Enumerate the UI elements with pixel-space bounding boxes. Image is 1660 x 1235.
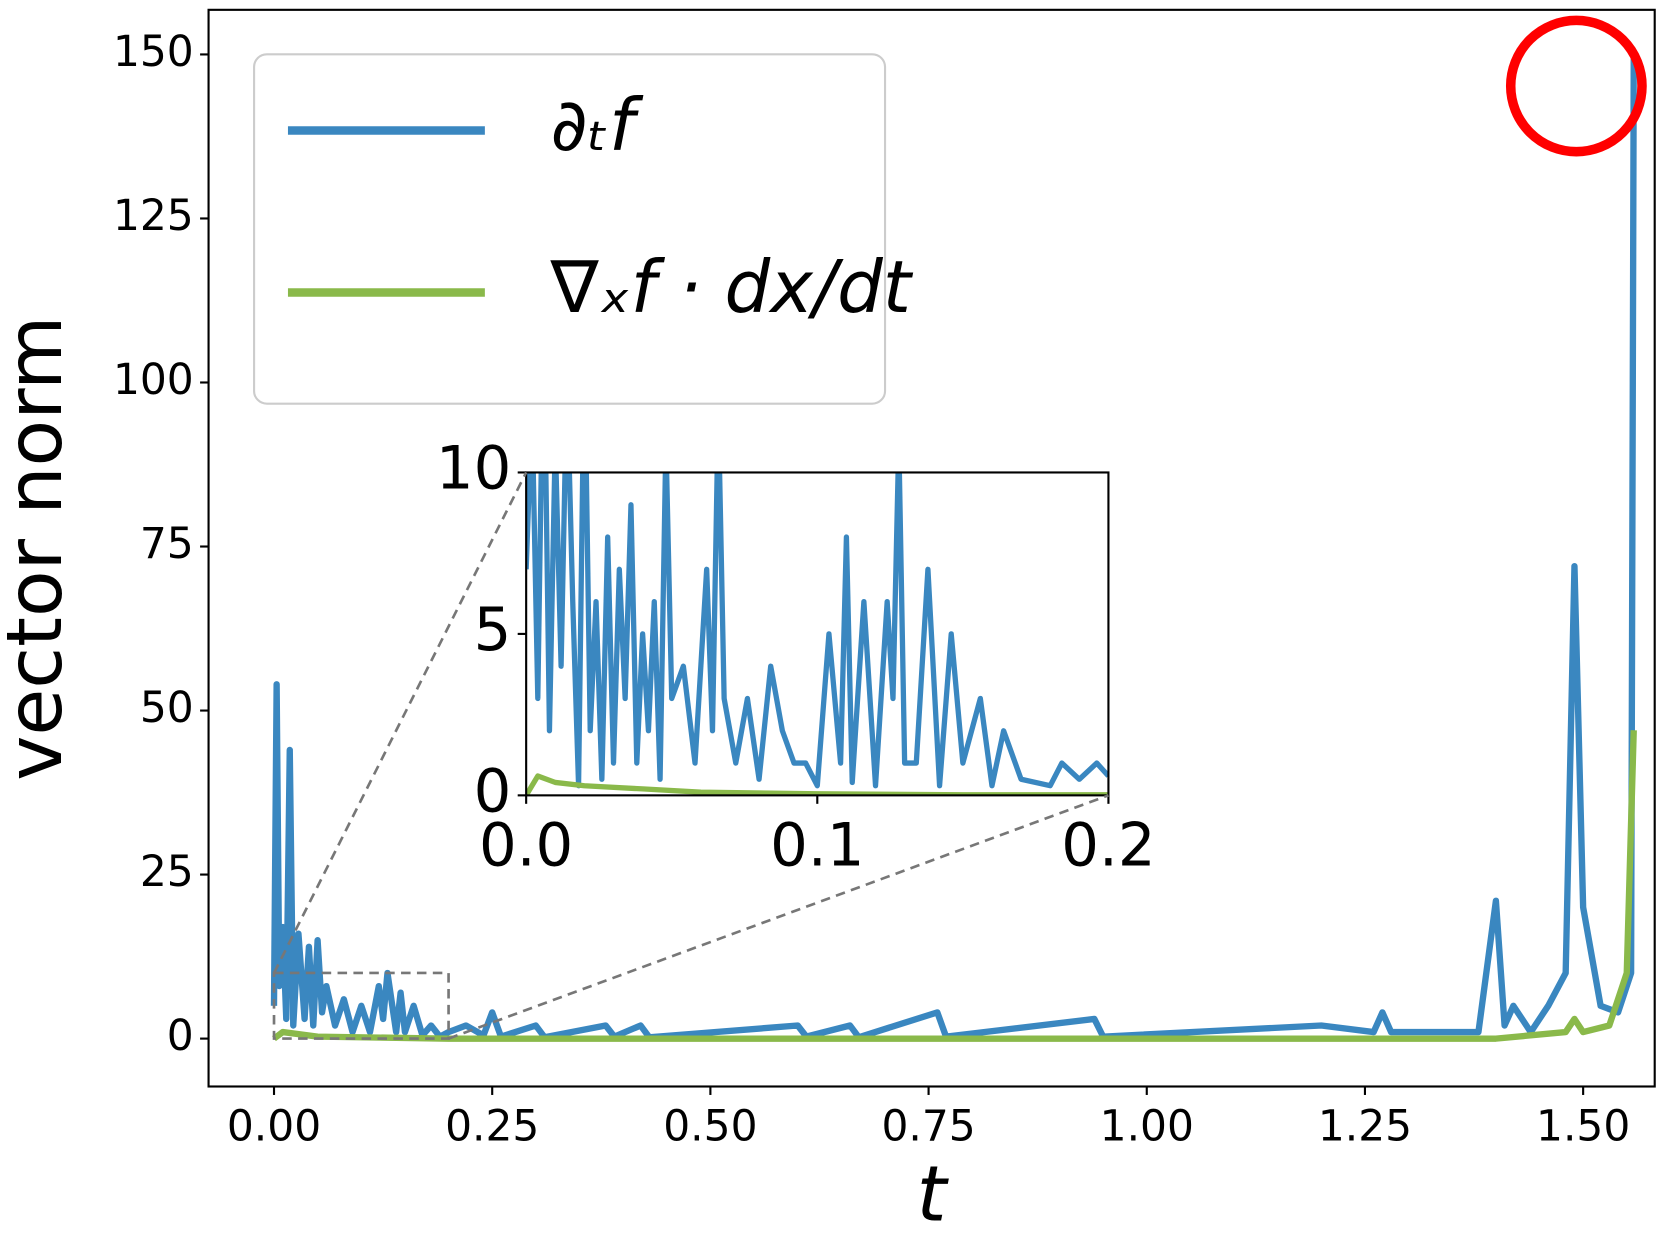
- legend: ∂ₜf ∇ₓf · dx/dt: [253, 53, 914, 405]
- x-tick-label: 0.2: [1061, 811, 1155, 880]
- legend-label: ∇ₓf · dx/dt: [550, 245, 914, 329]
- zoom-connector: [272, 471, 528, 974]
- zoom-connector: [448, 794, 1109, 1040]
- series-line: [270, 54, 1637, 1041]
- y-tick-label: 75: [140, 519, 194, 568]
- x-tick-label: 0.00: [227, 1101, 321, 1150]
- y-tick-label: 25: [140, 847, 194, 896]
- x-tick-label: 0.50: [663, 1101, 757, 1150]
- y-tick-label: 0: [474, 756, 512, 825]
- x-tick-label: 1.25: [1318, 1101, 1412, 1150]
- x-tick-label: 1.50: [1536, 1101, 1630, 1150]
- plot-area: [270, 54, 1637, 1042]
- series-line: [272, 730, 1637, 1042]
- series-line: [526, 472, 1109, 789]
- zoom-box: [272, 971, 450, 1040]
- y-tick-label: 10: [436, 434, 511, 503]
- x-tick-label: 1.00: [1100, 1101, 1194, 1150]
- highlight-circle: [1505, 15, 1647, 157]
- axes-frame: [207, 8, 1656, 1088]
- x-tick-label: 0.0: [479, 811, 573, 880]
- legend-label: ∂ₜf: [551, 83, 644, 167]
- y-tick-label: 125: [113, 191, 194, 240]
- legend-frame: [253, 53, 887, 405]
- y-tick-label: 0: [167, 1011, 194, 1060]
- x-tick-label: 0.25: [445, 1101, 539, 1150]
- x-tick-label: 0.1: [770, 811, 864, 880]
- y-tick-label: 150: [113, 27, 194, 76]
- y-tick-label: 5: [474, 595, 512, 664]
- x-tick-label: 0.75: [881, 1101, 975, 1150]
- y-tick-label: 50: [140, 683, 194, 732]
- y-axis-label: vector norm: [0, 316, 79, 781]
- y-tick-label: 100: [113, 355, 194, 404]
- x-axis-label: t: [917, 1150, 950, 1235]
